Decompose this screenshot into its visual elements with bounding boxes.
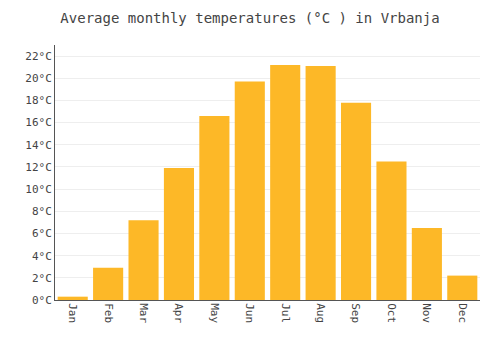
svg-text:Sep: Sep (349, 303, 362, 323)
svg-text:8°C: 8°C (32, 205, 52, 218)
svg-text:10°C: 10°C (25, 183, 52, 196)
svg-text:2°C: 2°C (32, 272, 52, 285)
svg-text:Dec: Dec (456, 303, 469, 323)
svg-text:14°C: 14°C (25, 139, 52, 152)
svg-text:12°C: 12°C (25, 161, 52, 174)
svg-text:22°C: 22°C (25, 50, 52, 63)
svg-text:Oct: Oct (385, 303, 398, 323)
svg-text:Apr: Apr (172, 303, 185, 323)
svg-text:May: May (208, 303, 221, 323)
svg-text:Jun: Jun (243, 303, 256, 323)
svg-text:Feb: Feb (102, 303, 115, 323)
svg-text:20°C: 20°C (25, 72, 52, 85)
svg-text:Average monthly temperatures (: Average monthly temperatures (°C ) in Vr… (60, 10, 439, 26)
svg-text:4°C: 4°C (32, 250, 52, 263)
svg-text:Jul: Jul (279, 303, 292, 323)
svg-text:Mar: Mar (137, 303, 150, 323)
svg-text:6°C: 6°C (32, 227, 52, 240)
svg-text:16°C: 16°C (25, 116, 52, 129)
svg-text:Aug: Aug (314, 303, 327, 323)
svg-text:Jan: Jan (66, 303, 79, 323)
svg-text:0°C: 0°C (32, 294, 52, 307)
svg-text:18°C: 18°C (25, 94, 52, 107)
svg-text:Nov: Nov (420, 303, 433, 323)
